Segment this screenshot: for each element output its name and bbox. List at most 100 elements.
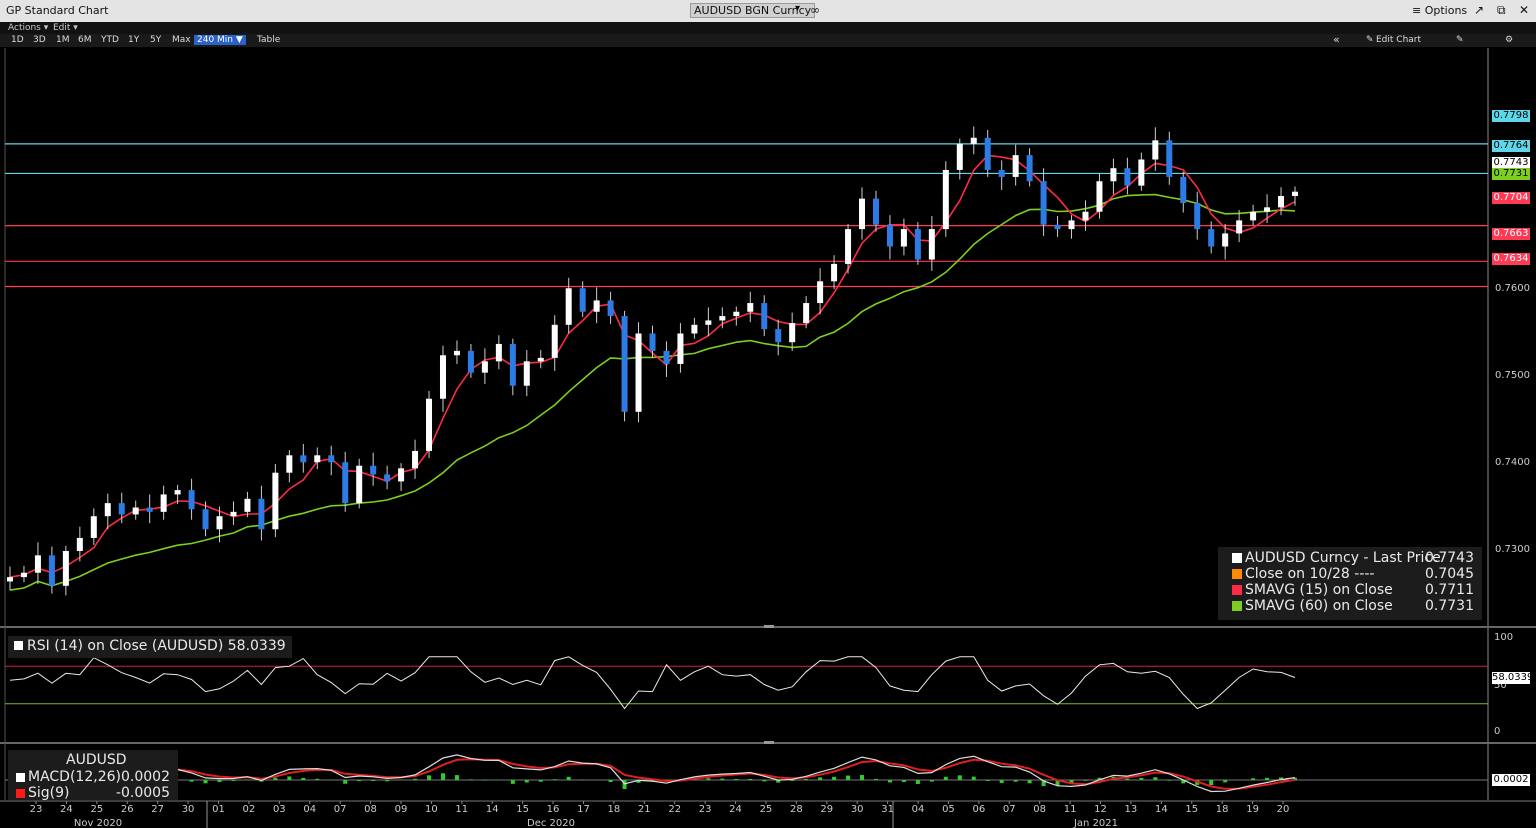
date-tick-label: 15 <box>1185 804 1199 815</box>
macd-histogram-bar <box>1083 780 1088 781</box>
edit-menu[interactable]: Edit ▾ <box>53 23 78 33</box>
price-tick: 0.7400 <box>1495 457 1530 468</box>
level-tag-0.7704: 0.7704 <box>1492 192 1530 204</box>
candle-body <box>20 572 27 578</box>
restore-icon[interactable]: ⧉ <box>1497 3 1506 17</box>
macd-histogram-bar <box>189 780 194 782</box>
candle-body <box>523 361 530 386</box>
candle-body <box>900 229 907 247</box>
legend-swatch <box>1232 585 1242 595</box>
macd-histogram-bar <box>1209 780 1214 785</box>
candle-body <box>118 503 125 515</box>
macd-histogram-bar <box>720 778 725 780</box>
rsi-tick: 100 <box>1494 632 1514 643</box>
rsi-tick: 0 <box>1494 726 1501 737</box>
date-tick-label: 04 <box>911 804 925 815</box>
price-tick: 0.7300 <box>1495 544 1530 555</box>
candle-body <box>1222 233 1229 247</box>
macd-histogram-bar <box>203 780 208 784</box>
rsi-tick: 50 <box>1494 680 1507 691</box>
popout-icon[interactable]: ↗ <box>1474 3 1485 17</box>
date-tick-label: 08 <box>1033 804 1047 815</box>
level-tag-0.7798: 0.7798 <box>1492 110 1530 122</box>
candle-body <box>872 198 879 225</box>
date-tick-label: 07 <box>333 804 347 815</box>
date-ticks <box>35 801 1284 804</box>
candle-body <box>398 468 405 482</box>
macd-histogram-bar <box>315 778 320 780</box>
macd-histogram-bar <box>510 780 515 784</box>
close-icon[interactable]: ✕ <box>1519 3 1530 17</box>
candle-body <box>928 229 935 260</box>
candle-body <box>1208 229 1215 247</box>
candle-body <box>789 323 796 343</box>
annotate-icon[interactable]: ✎ <box>1456 35 1464 45</box>
legend-row: Close on 10/28 ---- 0.7045 <box>1232 566 1478 582</box>
candle-body <box>663 350 670 364</box>
candle-body <box>845 229 852 264</box>
range-5y[interactable]: 5Y <box>150 35 162 45</box>
level-tag-0.7634: 0.7634 <box>1492 253 1530 265</box>
candle-body <box>7 577 13 582</box>
options-button[interactable]: ≡ Options <box>1412 4 1468 17</box>
range-ytd[interactable]: YTD <box>101 35 119 45</box>
macd-histogram-bar <box>1265 777 1270 780</box>
last-price-tag: 0.7743 <box>1492 157 1530 169</box>
candle-body <box>1082 211 1089 221</box>
macd-histogram-bar <box>734 778 739 780</box>
candle-body <box>998 169 1005 177</box>
candle-body <box>1194 203 1201 230</box>
edit-chart-button[interactable]: Edit Chart <box>1376 35 1422 45</box>
macd-histogram-bar <box>1139 777 1144 780</box>
range-1y[interactable]: 1Y <box>128 35 140 45</box>
date-tick-label: 30 <box>181 804 195 815</box>
range-1d[interactable]: 1D <box>11 35 24 45</box>
legend-value: 0.7711 <box>1425 582 1474 598</box>
candle-body <box>859 198 866 230</box>
interval-dropdown[interactable]: 240 Min ▼ <box>194 35 246 45</box>
range-max[interactable]: Max <box>172 35 191 45</box>
date-tick-label: 25 <box>759 804 773 815</box>
candle-body <box>314 455 321 463</box>
candle-body <box>384 474 391 482</box>
level-tag-0.7764: 0.7764 <box>1492 140 1530 152</box>
menu-bar: Actions ▾ Edit ▾ <box>0 22 1536 34</box>
legend-value: 0.7045 <box>1425 566 1474 582</box>
macd-histogram-bar <box>971 776 976 780</box>
actions-menu[interactable]: Actions ▾ <box>8 23 49 33</box>
macd-histogram-bar <box>385 780 390 782</box>
range-3d[interactable]: 3D <box>33 35 46 45</box>
range-1m[interactable]: 1M <box>56 35 70 45</box>
legend-row: AUDUSD Curncy - Last Price 0.7743 <box>1232 550 1478 566</box>
legend-label: AUDUSD Curncy - Last Price <box>1245 550 1441 566</box>
security-dropdown-icon[interactable]: ▾ <box>795 3 801 14</box>
date-tick-label: 10 <box>425 804 438 815</box>
macd-value: 0.0002 <box>121 769 170 785</box>
candle-body <box>244 498 251 512</box>
candle-body <box>565 288 572 325</box>
macd-histogram-bar <box>1097 777 1102 780</box>
macd-histogram-bar <box>846 775 851 780</box>
candle-body <box>160 494 167 512</box>
legend-value: 0.7743 <box>1425 550 1474 566</box>
legend-swatch <box>1232 601 1242 611</box>
security-field[interactable]: AUDUSD BGN Curncy <box>690 3 816 18</box>
candle-body <box>1054 224 1061 230</box>
settings-icon[interactable]: ⚙ <box>1505 35 1514 45</box>
table-button[interactable]: Table <box>257 35 281 45</box>
date-tick-label: 31 <box>881 804 894 815</box>
link-icon[interactable]: ∞ <box>810 3 820 17</box>
macd-histogram-bar <box>860 775 865 780</box>
collapse-icon[interactable]: « <box>1333 33 1340 46</box>
candle-body <box>1110 168 1117 182</box>
candle-body <box>467 350 474 373</box>
legend-label: Close on 10/28 ---- <box>1245 566 1375 582</box>
legend-row: SMAVG (60) on Close 0.7731 <box>1232 598 1478 614</box>
date-tick-label: 23 <box>29 804 43 815</box>
macd-histogram-bar <box>608 780 613 782</box>
edit-chart-icon[interactable]: ✎ <box>1366 35 1374 45</box>
macd-histogram-bar <box>832 776 837 780</box>
range-6m[interactable]: 6M <box>78 35 92 45</box>
macd-histogram-bar <box>790 780 795 781</box>
